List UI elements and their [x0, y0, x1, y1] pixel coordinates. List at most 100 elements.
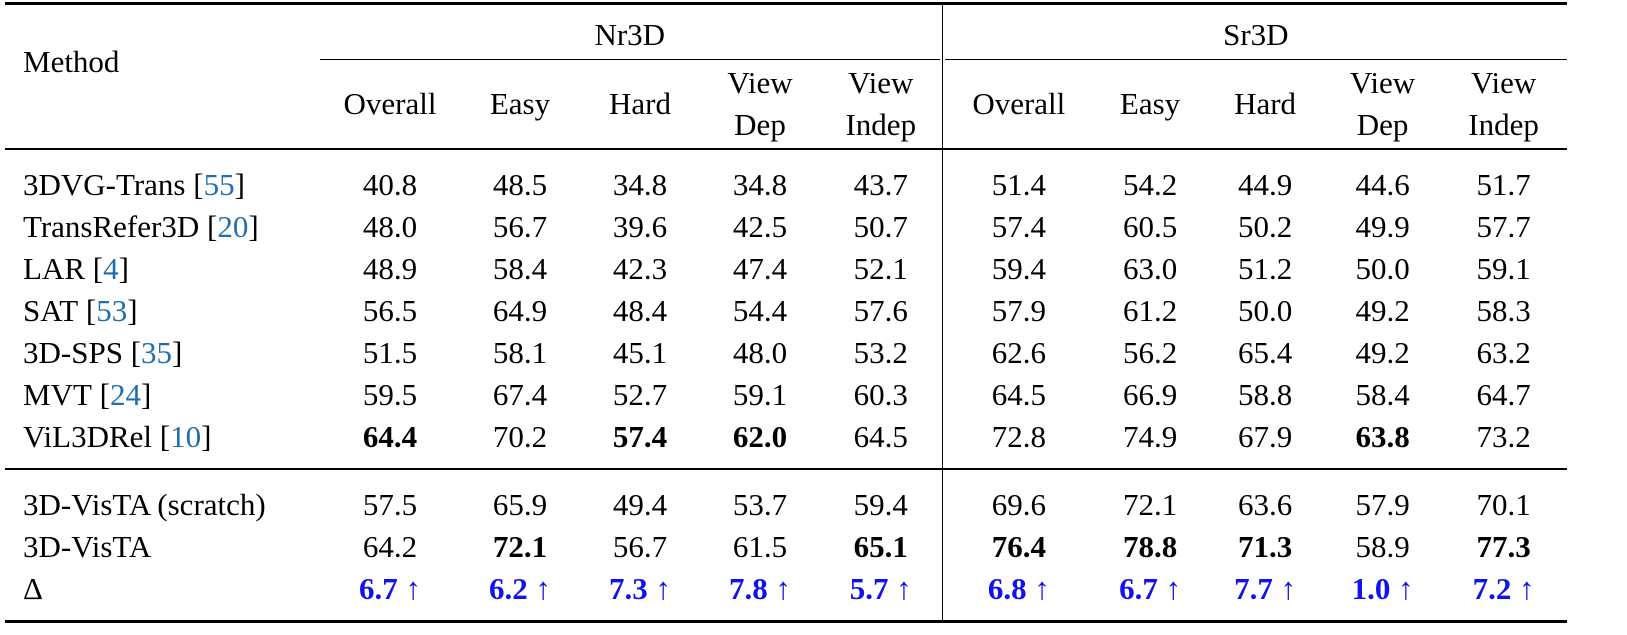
group-header: Sr3D — [942, 4, 1568, 60]
value-cell: 77.3 — [1476, 529, 1531, 564]
value-cell: 54.2 — [1122, 167, 1178, 202]
value-cell: 70.1 — [1476, 487, 1531, 522]
value-cell: 63.6 — [1237, 487, 1293, 522]
column-header: Hard — [580, 60, 700, 150]
table-row: LAR [4] 48.9 58.4 42.3 47.4 52.1 59.4 63.0 51.2 5… — [5, 248, 1567, 290]
table-row: SAT [53] 56.5 64.9 48.4 54.4 57.6 57.9 61.2 50.0… — [5, 290, 1567, 332]
value-cell: 42.5 — [732, 209, 788, 244]
method-name: 3D-VisTA — [23, 529, 152, 564]
cite-bracket: [ — [92, 251, 104, 286]
value-cell: 51.2 — [1237, 251, 1293, 286]
value-cell: 72.1 — [1122, 487, 1178, 522]
method-cell: 3DVG-Trans [55] — [5, 149, 320, 206]
value-cell: 65.1 — [820, 526, 943, 568]
value-cell: 57.4 — [612, 419, 668, 454]
value-cell: 48.5 — [492, 167, 548, 202]
column-header: View Dep — [1325, 60, 1441, 150]
citation: 20 — [217, 209, 249, 244]
value-cell: 59.1 — [1476, 251, 1531, 286]
value-cell: 64.4 — [362, 419, 418, 454]
method-cell: TransRefer3D [20] — [5, 206, 320, 248]
column-header: View Dep — [700, 60, 820, 150]
table-row: 3D-VisTA (scratch) 57.5 65.9 49.4 53.7 59.4 69… — [5, 469, 1567, 526]
column-header: Easy — [1095, 60, 1206, 150]
value-cell: 6.7 ↑ — [320, 568, 460, 623]
value-cell: 51.7 — [1476, 167, 1531, 202]
value-cell: 54.4 — [732, 293, 788, 328]
value-cell: 49.2 — [1355, 293, 1410, 328]
value-cell: 59.4 — [820, 469, 943, 526]
cite-bracket: [ — [206, 209, 218, 244]
table-section: 3DVG-Trans [55] 40.8 48.5 34.8 34.8 43.7 51.4 5… — [5, 149, 1568, 469]
value-cell: 43.7 — [820, 149, 943, 206]
value-cell: 63.2 — [1476, 335, 1531, 370]
method-name: 3D-VisTA (scratch) — [23, 487, 266, 522]
method-name: MVT — [23, 377, 92, 412]
table-row: ViL3DRel [10] 64.4 70.2 57.4 62.0 64.5 72.8 74.… — [5, 416, 1567, 469]
value-cell: 44.6 — [1355, 167, 1410, 202]
value-cell: 45.1 — [612, 335, 668, 370]
column-header-line: Dep — [1356, 107, 1409, 142]
method-name: 3D-SPS — [23, 335, 123, 370]
value-cell: 57.7 — [1476, 209, 1531, 244]
value-cell: 50.7 — [820, 206, 943, 248]
table-row: 3D-SPS [35] 51.5 58.1 45.1 48.0 53.2 62.6 56.2 6… — [5, 332, 1567, 374]
value-cell: 72.8 — [991, 419, 1046, 454]
value-cell: 52.7 — [612, 377, 668, 412]
group-label: Nr3D — [320, 5, 940, 60]
cite-bracket: ] — [118, 251, 129, 286]
cite-bracket: [ — [193, 167, 204, 202]
value-cell: 76.4 — [991, 529, 1046, 564]
method-name: LAR — [23, 251, 85, 286]
column-header-line: View — [1349, 65, 1416, 100]
value-cell: 34.8 — [732, 167, 788, 202]
method-name: Δ — [23, 571, 43, 606]
value-cell: 56.2 — [1122, 335, 1178, 370]
value-cell: 6.7 ↑ — [1095, 568, 1206, 623]
method-cell: 3D-VisTA — [5, 526, 320, 568]
value-cell: 74.9 — [1122, 419, 1178, 454]
cite-bracket: ] — [127, 293, 138, 328]
value-cell: 61.5 — [732, 529, 788, 564]
table-row: MVT [24] 59.5 67.4 52.7 59.1 60.3 64.5 66.9 58.8… — [5, 374, 1567, 416]
value-cell: 56.5 — [362, 293, 418, 328]
cite-bracket: ] — [234, 167, 245, 202]
value-cell: 67.4 — [492, 377, 548, 412]
value-cell: 64.5 — [820, 416, 943, 469]
value-cell: 47.4 — [732, 251, 788, 286]
value-cell: 56.7 — [492, 209, 548, 244]
value-cell: 52.1 — [820, 248, 943, 290]
column-header-line: Dep — [734, 107, 786, 142]
column-header: Hard — [1205, 60, 1326, 150]
value-cell: 53.2 — [820, 332, 943, 374]
value-cell: 57.9 — [991, 293, 1046, 328]
column-header: Overall — [320, 60, 460, 150]
value-cell: 58.9 — [1355, 529, 1410, 564]
value-cell: 72.1 — [492, 529, 548, 564]
column-header-line: View — [1470, 65, 1537, 100]
value-cell: 49.4 — [612, 487, 668, 522]
value-cell: 34.8 — [612, 167, 668, 202]
value-cell: 48.0 — [732, 335, 788, 370]
value-cell: 67.9 — [1237, 419, 1293, 454]
value-cell: 50.0 — [1237, 293, 1293, 328]
value-cell: 64.5 — [991, 377, 1046, 412]
value-cell: 44.9 — [1237, 167, 1293, 202]
value-cell: 66.9 — [1122, 377, 1178, 412]
cite-bracket: ] — [201, 419, 212, 454]
value-cell: 53.7 — [732, 487, 788, 522]
value-cell: 50.2 — [1237, 209, 1293, 244]
value-cell: 6.2 ↑ — [460, 568, 580, 623]
cite-bracket: [ — [159, 419, 171, 454]
value-cell: 78.8 — [1122, 529, 1178, 564]
method-header: Method — [5, 3, 320, 150]
column-header-line: Indep — [845, 107, 917, 142]
value-cell: 6.8 ↑ — [942, 568, 1096, 623]
value-cell: 64.7 — [1476, 377, 1531, 412]
method-name: TransRefer3D — [23, 209, 200, 244]
value-cell: 57.5 — [362, 487, 418, 522]
value-cell: 62.0 — [732, 419, 788, 454]
results-table: Method Nr3D Sr3D Overall Easy Hard View Dep V… — [5, 2, 1568, 623]
value-cell: 58.3 — [1476, 293, 1531, 328]
column-header-line: Overall — [343, 86, 437, 121]
